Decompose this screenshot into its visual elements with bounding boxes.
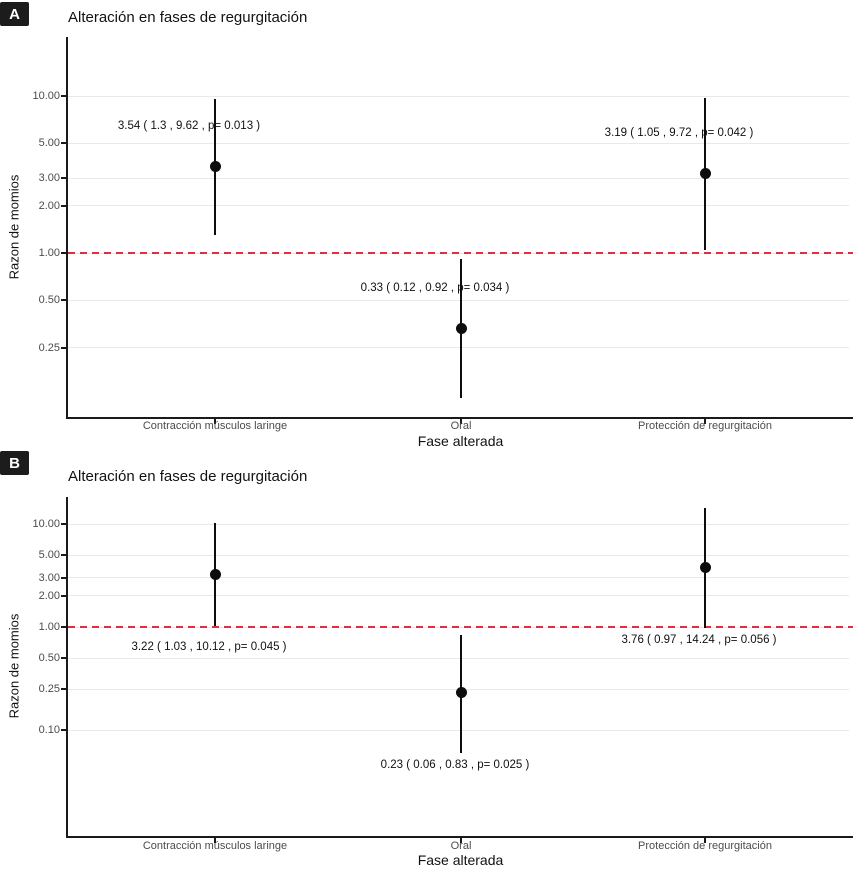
x-axis-tick — [214, 838, 216, 843]
x-axis-line — [66, 836, 853, 838]
y-gridline — [68, 299, 849, 301]
panel-b-title: Alteración en fases de regurgitación — [68, 468, 308, 485]
y-gridline — [68, 95, 849, 97]
y-gridline — [68, 177, 849, 179]
panel-a-annotation: 3.19 ( 1.05 , 9.72 , p= 0.042 ) — [604, 126, 754, 139]
reference-line — [68, 252, 853, 254]
panel-a-title: Alteración en fases de regurgitación — [68, 9, 308, 26]
panel-b-x-axis-title: Fase alterada — [417, 852, 504, 868]
y-axis-tick — [61, 576, 67, 579]
y-axis-tick — [61, 729, 67, 731]
odds-ratio-point — [209, 569, 221, 581]
y-axis-tick — [61, 346, 67, 349]
x-axis-tick — [214, 419, 216, 424]
panel-a-x-axis-title: Fase alterada — [417, 433, 504, 449]
odds-ratio-point — [699, 562, 711, 574]
y-axis-tick-label: 0.25 — [38, 341, 60, 354]
y-axis-tick-label: 2.00 — [38, 199, 60, 212]
panel-a-annotation: 3.54 ( 1.3 , 9.62 , p= 0.013 ) — [117, 119, 261, 132]
y-axis-tick-label: 10.00 — [32, 518, 60, 530]
y-axis-tick-label: 0.25 — [38, 683, 60, 695]
panel-b-annotation: 3.76 ( 0.97 , 14.24 , p= 0.056 ) — [621, 633, 777, 646]
odds-ratio-point — [455, 687, 467, 699]
x-axis-tick — [704, 838, 706, 843]
x-axis-tick — [460, 419, 462, 424]
x-axis-category-label: Oral — [450, 840, 472, 852]
y-axis-tick — [61, 626, 67, 628]
odds-ratio-point — [209, 161, 221, 173]
y-axis-tick — [61, 554, 67, 556]
y-axis-tick-label: 3.00 — [38, 571, 60, 584]
y-gridline — [68, 205, 849, 207]
y-axis-line — [66, 37, 68, 417]
x-axis-category-label: Contracción músculos laringe — [142, 840, 288, 852]
y-gridline — [68, 577, 849, 579]
y-axis-line — [66, 497, 68, 836]
y-axis-tick-label: 0.50 — [38, 652, 60, 664]
panel-a-y-axis-title: Razon de momios — [6, 174, 22, 280]
y-axis-tick — [61, 95, 67, 97]
y-axis-tick-label: 10.00 — [32, 90, 60, 102]
x-axis-category-label: Protección de regurgitación — [638, 840, 772, 852]
y-gridline — [68, 142, 849, 144]
panel-a-badge: A — [0, 2, 29, 26]
y-axis-tick-label: 0.50 — [38, 294, 60, 307]
y-gridline — [68, 657, 849, 659]
y-axis-tick — [61, 177, 67, 180]
y-axis-tick-label: 5.00 — [38, 549, 60, 561]
y-axis-tick-label: 2.00 — [38, 589, 60, 602]
panel-b-y-axis-title: Razon de momios — [6, 613, 22, 719]
y-axis-tick-label: 3.00 — [38, 172, 60, 185]
y-gridline — [68, 523, 849, 525]
odds-ratio-point — [699, 168, 711, 180]
y-gridline — [68, 595, 849, 597]
y-axis-tick — [61, 142, 67, 145]
y-axis-tick-label: 1.00 — [38, 247, 60, 259]
y-axis-tick — [61, 299, 67, 302]
y-axis-tick — [61, 688, 67, 690]
y-axis-tick-label: 0.10 — [38, 724, 60, 736]
panel-b-annotation: 0.23 ( 0.06 , 0.83 , p= 0.025 ) — [380, 758, 530, 771]
x-axis-category-label: Protección de regurgitación — [638, 420, 772, 432]
y-axis-tick-label: 1.00 — [38, 621, 60, 633]
x-axis-category-label: Oral — [450, 420, 472, 432]
x-axis-tick — [704, 419, 706, 424]
panel-a-annotation: 0.33 ( 0.12 , 0.92 , p= 0.034 ) — [360, 281, 510, 294]
y-axis-tick — [61, 657, 67, 659]
y-axis-tick — [61, 523, 67, 525]
y-gridline — [68, 554, 849, 556]
y-axis-tick — [61, 252, 67, 254]
y-gridline — [68, 347, 849, 349]
reference-line — [68, 626, 853, 628]
panel-b-badge: B — [0, 451, 29, 475]
y-axis-tick — [61, 594, 67, 597]
panel-b-annotation: 3.22 ( 1.03 , 10.12 , p= 0.045 ) — [131, 640, 287, 653]
y-axis-tick-label: 5.00 — [38, 137, 60, 150]
odds-ratio-point — [455, 323, 467, 335]
x-axis-tick — [460, 838, 462, 843]
x-axis-category-label: Contracción músculos laringe — [142, 420, 288, 432]
y-gridline — [68, 729, 849, 731]
x-axis-line — [66, 417, 853, 419]
y-axis-tick — [61, 204, 67, 207]
